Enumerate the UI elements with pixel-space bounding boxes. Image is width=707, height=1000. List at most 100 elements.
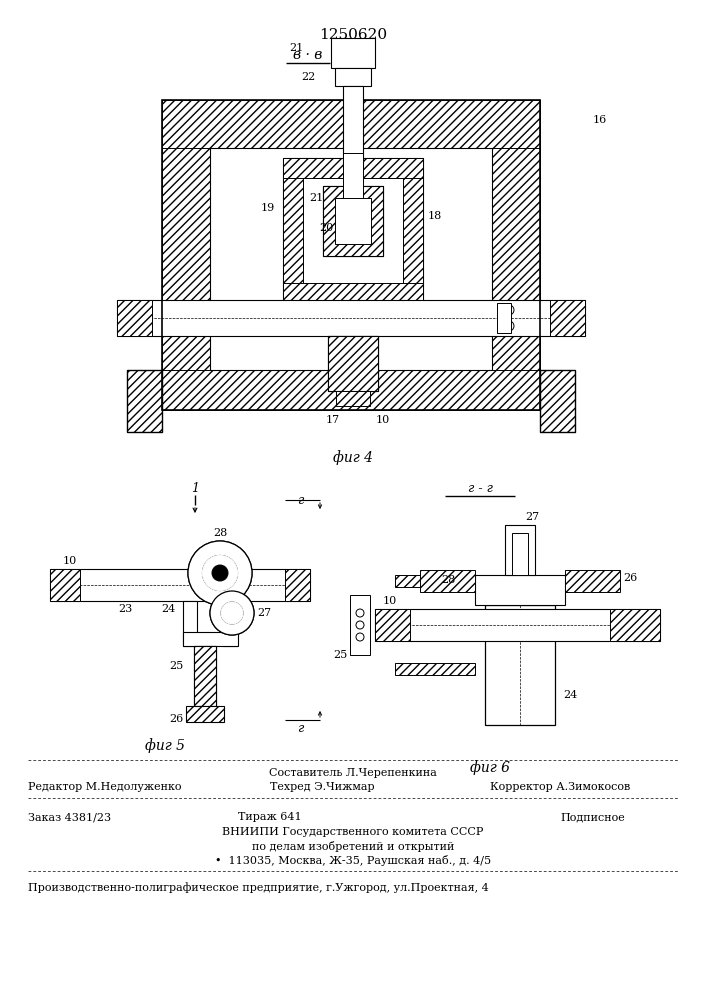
Bar (492, 100, 540, 410)
Bar (303, 178, 403, 283)
Bar (403, 158, 423, 303)
Circle shape (221, 602, 243, 624)
Circle shape (212, 565, 228, 581)
Bar (210, 148, 492, 370)
Bar (550, 300, 585, 336)
Bar (323, 186, 383, 256)
Bar (343, 86, 363, 168)
Text: Заказ 4381/23: Заказ 4381/23 (28, 812, 111, 822)
Text: по делам изобретений и открытий: по делам изобретений и открытий (252, 841, 454, 852)
Bar (283, 158, 423, 303)
Bar (336, 391, 370, 406)
Text: 28: 28 (440, 575, 455, 585)
Bar (117, 300, 585, 336)
Text: Редактор М.Недолуженко: Редактор М.Недолуженко (28, 782, 182, 792)
Circle shape (210, 591, 254, 635)
Bar (335, 68, 371, 86)
Bar (283, 158, 423, 178)
Circle shape (504, 305, 514, 315)
Text: 28: 28 (213, 528, 227, 538)
Text: •  113035, Москва, Ж-35, Раушская наб., д. 4/5: • 113035, Москва, Ж-35, Раушская наб., д… (215, 855, 491, 866)
Circle shape (221, 602, 243, 624)
Text: 24: 24 (161, 604, 175, 614)
Text: 1: 1 (191, 482, 199, 495)
Bar (162, 100, 540, 148)
Text: в · в: в · в (293, 48, 322, 62)
Bar (540, 370, 575, 432)
Bar (223, 601, 237, 646)
Text: 20: 20 (319, 223, 333, 233)
Bar (194, 646, 216, 706)
Circle shape (188, 541, 252, 605)
Text: фиг 6: фиг 6 (470, 760, 510, 775)
Bar (283, 158, 303, 303)
Text: Производственно-полиграфическое предприятие, г.Ужгород, ул.Проектная, 4: Производственно-полиграфическое предприя… (28, 882, 489, 893)
Bar (512, 533, 528, 575)
Bar (50, 569, 310, 601)
Circle shape (210, 591, 254, 635)
Text: 22: 22 (300, 72, 315, 82)
Bar (565, 570, 620, 592)
Circle shape (504, 321, 514, 331)
Text: 23: 23 (118, 604, 132, 614)
Text: 24: 24 (563, 690, 577, 700)
Bar (343, 153, 363, 203)
Bar (331, 38, 375, 68)
Bar (335, 198, 371, 244)
Text: 26: 26 (170, 714, 184, 724)
Text: 25: 25 (170, 661, 184, 671)
Text: Подписное: Подписное (560, 812, 625, 822)
Bar (323, 186, 383, 256)
Text: 17: 17 (326, 415, 340, 425)
Circle shape (356, 621, 364, 629)
Bar (183, 632, 238, 646)
Text: 10: 10 (376, 415, 390, 425)
Bar (350, 595, 370, 655)
Text: ВНИИПИ Государственного комитета СССР: ВНИИПИ Государственного комитета СССР (222, 827, 484, 837)
Bar (395, 575, 475, 587)
Bar (50, 569, 80, 601)
Bar (395, 663, 475, 675)
Bar (475, 575, 565, 605)
Text: Техред Э.Чижмар: Техред Э.Чижмар (270, 782, 375, 792)
Text: г: г (297, 493, 303, 506)
Text: 18: 18 (428, 211, 443, 221)
Text: 21: 21 (288, 43, 303, 53)
Bar (162, 370, 540, 410)
Text: 1250620: 1250620 (319, 28, 387, 42)
Text: 16: 16 (593, 115, 607, 125)
Text: 21: 21 (309, 193, 323, 203)
Circle shape (202, 555, 238, 591)
Bar (610, 609, 660, 641)
Circle shape (356, 633, 364, 641)
Bar (127, 370, 162, 432)
Text: 25: 25 (333, 650, 347, 660)
Circle shape (188, 541, 252, 605)
Bar (162, 100, 540, 410)
Bar (505, 525, 535, 575)
Text: фиг 4: фиг 4 (333, 450, 373, 465)
Text: 26: 26 (623, 573, 637, 583)
Bar (186, 706, 224, 722)
Text: Составитель Л.Черепенкина: Составитель Л.Черепенкина (269, 768, 437, 778)
Text: 27: 27 (525, 512, 539, 522)
Bar (127, 370, 162, 432)
Text: 10: 10 (383, 596, 397, 606)
Bar (485, 605, 555, 725)
Text: 19: 19 (261, 203, 275, 213)
Bar (420, 570, 475, 592)
Text: Тираж 641: Тираж 641 (238, 812, 302, 822)
Bar (375, 609, 660, 641)
Bar (117, 300, 152, 336)
Bar (375, 609, 410, 641)
Text: г - г: г - г (467, 482, 493, 495)
Bar (285, 569, 310, 601)
Bar (283, 283, 423, 303)
Bar (183, 601, 197, 646)
Text: фиг 5: фиг 5 (145, 738, 185, 753)
Bar (497, 303, 511, 333)
Bar (162, 100, 210, 410)
Text: Корректор А.Зимокосов: Корректор А.Зимокосов (490, 782, 630, 792)
Text: 27: 27 (257, 608, 271, 618)
Circle shape (356, 609, 364, 617)
